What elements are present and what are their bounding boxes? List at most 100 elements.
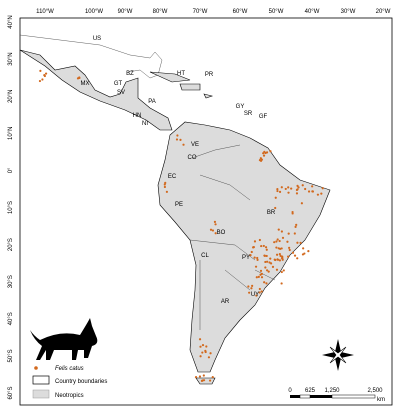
occurrence-dot — [164, 181, 167, 184]
occurrence-dot — [295, 223, 298, 226]
occurrence-dot — [321, 187, 324, 190]
lat-tick-label: 10°S — [8, 201, 14, 214]
occurrence-dot — [165, 190, 168, 193]
occurrence-dot — [199, 355, 202, 358]
occurrence-dot — [280, 257, 284, 260]
legend-dot — [34, 366, 38, 370]
occurrence-dot — [262, 154, 266, 157]
occurrence-dot — [262, 244, 265, 248]
scale-label: 625 — [305, 388, 316, 394]
occurrence-dot — [258, 287, 261, 291]
country-code: BO — [217, 230, 226, 236]
occurrence-dot — [38, 79, 42, 83]
lon-tick-label: 70°W — [193, 9, 208, 15]
lon-tick-label: 50°W — [269, 9, 284, 15]
occurrence-dot — [202, 379, 206, 382]
lat-tick-label: 0° — [8, 167, 14, 173]
occurrence-dot — [279, 254, 282, 257]
occurrence-dot — [271, 265, 275, 268]
lon-tick-label: 30°W — [341, 9, 356, 15]
legend-region-box — [32, 389, 50, 399]
occurrence-dot — [301, 253, 305, 256]
occurrence-dot — [247, 285, 250, 288]
occurrence-dot — [43, 74, 46, 77]
occurrence-dot — [257, 275, 260, 278]
lon-tick-label: 100°W — [85, 9, 103, 15]
occurrence-dot — [199, 345, 202, 348]
occurrence-dot — [256, 256, 259, 260]
occurrence-dot — [258, 291, 261, 294]
occurrence-dot — [259, 269, 263, 272]
occurrence-dot — [78, 76, 81, 80]
occurrence-dot — [163, 185, 166, 189]
occurrence-dot — [255, 276, 258, 279]
occurrence-dot — [299, 241, 302, 245]
occurrence-dot — [267, 270, 270, 273]
north-america-coast — [19, 34, 163, 79]
occurrence-dot — [252, 246, 255, 249]
legend-boundaries: Country boundaries — [55, 379, 107, 385]
lat-tick-label: 20°N — [8, 89, 14, 102]
occurrence-dot — [264, 260, 267, 264]
lon-tick-label: 60°W — [233, 9, 248, 15]
occurrence-dot — [258, 238, 261, 242]
occurrence-dot — [288, 248, 291, 252]
occurrence-dot — [265, 248, 268, 251]
occurrence-dot — [260, 158, 263, 161]
occurrence-dot — [274, 258, 277, 262]
occurrence-dot — [214, 223, 217, 226]
occurrence-dot — [293, 232, 296, 235]
occurrence-dot — [211, 375, 214, 379]
scale-label: 2,500 — [367, 388, 383, 394]
country-code: NI — [142, 121, 148, 127]
country-code: HN — [133, 113, 142, 119]
occurrence-dot — [281, 258, 284, 261]
lon-tick-label: 40°W — [305, 9, 320, 15]
country-code: UY — [251, 292, 259, 298]
country-code: PE — [175, 202, 183, 208]
central-america — [19, 49, 173, 131]
country-code: CL — [201, 253, 209, 259]
occurrence-dot — [264, 266, 267, 269]
occurrence-dot — [281, 236, 285, 239]
south-america — [157, 121, 331, 373]
lat-tick-label: 40°N — [8, 15, 14, 28]
cat-icon — [30, 318, 98, 360]
occurrence-dot — [209, 352, 212, 355]
occurrence-dot — [179, 138, 182, 141]
occurrence-dot — [270, 262, 273, 265]
occurrence-dot — [290, 187, 293, 190]
occurrence-dot — [287, 232, 290, 235]
country-code: VE — [191, 142, 199, 148]
occurrence-dot — [294, 225, 297, 228]
occurrence-dot — [249, 254, 252, 257]
occurrence-dot — [287, 186, 290, 189]
occurrence-dot — [256, 258, 259, 261]
occurrence-dot — [207, 356, 211, 359]
occurrence-dot — [250, 287, 253, 290]
occurrence-dot — [320, 192, 323, 195]
occurrence-dot — [276, 258, 280, 261]
lat-tick-label: 10°N — [8, 127, 14, 140]
country-code: SR — [244, 111, 253, 117]
occurrence-dot — [300, 202, 303, 205]
occurrence-dot — [269, 257, 272, 260]
legend-species: Felis catus — [55, 366, 84, 372]
occurrence-dot — [287, 191, 290, 194]
occurrence-dot — [253, 256, 256, 259]
occurrence-dot — [287, 255, 290, 258]
country-code: GT — [114, 81, 123, 87]
occurrence-dot — [263, 254, 267, 257]
country-code: BZ — [126, 71, 134, 77]
occurrence-dot — [39, 69, 42, 73]
lon-tick-label: 80°W — [153, 9, 168, 15]
occurrence-dot — [202, 374, 205, 377]
lat-tick-label: 50°S — [8, 349, 14, 362]
country-code: PR — [205, 72, 214, 78]
occurrence-dot — [260, 244, 263, 248]
occurrence-dot — [213, 220, 217, 223]
occurrence-dot — [205, 345, 208, 348]
occurrence-dot — [291, 212, 294, 215]
occurrence-dot — [265, 254, 268, 258]
